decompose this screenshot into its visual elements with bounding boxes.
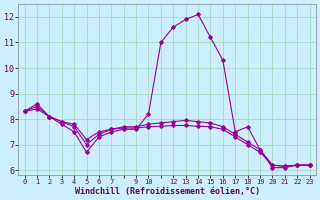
X-axis label: Windchill (Refroidissement éolien,°C): Windchill (Refroidissement éolien,°C) bbox=[75, 187, 260, 196]
